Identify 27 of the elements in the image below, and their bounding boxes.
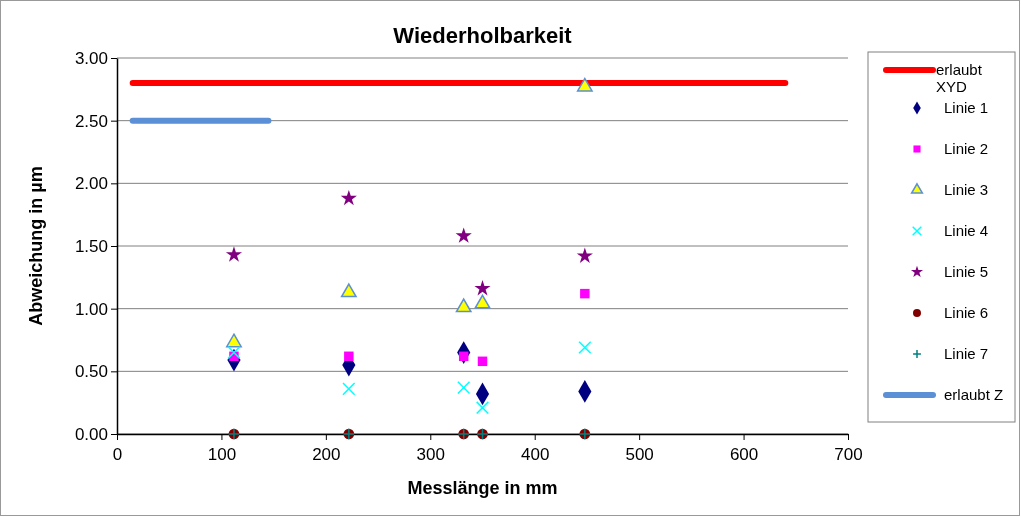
x-tick-label: 700 — [834, 445, 863, 464]
legend-label: erlaubt XYD — [936, 61, 983, 95]
x-tick-label: 300 — [416, 445, 445, 464]
legend-label: Linie 1 — [944, 99, 989, 116]
y-tick-label: 2.00 — [74, 174, 108, 194]
x-tick-label: 0 — [112, 445, 123, 464]
y-tick-label: 1.00 — [74, 299, 108, 319]
y-tick-label: 2.50 — [74, 111, 108, 131]
y-tick-label: 0.00 — [74, 424, 108, 444]
legend-label: Linie 5 — [944, 263, 989, 280]
legend-label: Linie 2 — [944, 140, 989, 157]
x-tick-label: 600 — [729, 445, 759, 464]
legend-label: Linie 6 — [944, 304, 989, 321]
x-axis-title: Messlänge in mm — [407, 478, 558, 498]
y-axis-title: Abweichung in µm — [26, 166, 46, 326]
x-tick-label: 500 — [625, 445, 654, 464]
x-tick-label: 400 — [521, 445, 550, 464]
y-tick-label: 1.50 — [74, 236, 108, 256]
legend-label: Linie 7 — [944, 345, 989, 362]
y-tick-label: 0.50 — [74, 362, 108, 382]
legend-label: erlaubt Z — [944, 386, 1004, 403]
x-tick-label: 200 — [312, 445, 341, 464]
legend-label: Linie 3 — [944, 181, 989, 198]
legend-label: Linie 4 — [944, 222, 989, 239]
chart-title: Wiederholbarkeit — [393, 23, 573, 48]
y-tick-label: 3.00 — [74, 48, 108, 68]
x-tick-label: 100 — [207, 445, 237, 464]
